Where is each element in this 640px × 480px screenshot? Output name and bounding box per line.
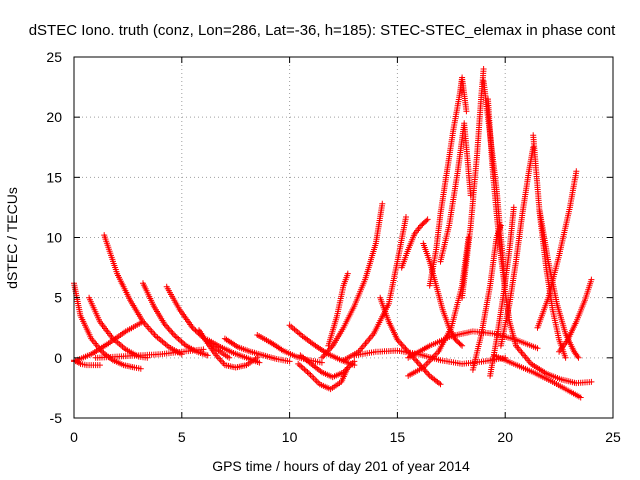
- series-29: [497, 144, 537, 349]
- y-tick-label: -5: [50, 410, 63, 426]
- x-tick-label: 5: [178, 429, 186, 445]
- series-markers: [286, 322, 358, 369]
- y-axis-label: dSTEC / TECUs: [4, 187, 20, 289]
- series-markers: [297, 352, 358, 381]
- series-markers: [459, 66, 487, 301]
- series-21: [426, 74, 470, 289]
- axis-ticks: [73, 56, 614, 419]
- x-tick-label: 25: [605, 429, 621, 445]
- series-markers: [221, 335, 293, 365]
- series-markers: [556, 276, 595, 355]
- series-35: [491, 352, 584, 401]
- series-15: [297, 352, 358, 381]
- series-19: [398, 216, 431, 271]
- series-markers: [513, 342, 595, 387]
- series-3: [101, 232, 185, 358]
- series-24: [459, 66, 487, 301]
- series-markers: [405, 328, 541, 361]
- series-36: [405, 328, 541, 361]
- x-tick-label: 15: [390, 429, 406, 445]
- series-7: [92, 346, 207, 361]
- series-10: [221, 335, 293, 365]
- series-20: [420, 240, 466, 349]
- y-tick-label: 25: [46, 49, 62, 65]
- y-tick-label: 20: [46, 109, 62, 125]
- series-13: [295, 360, 351, 393]
- series-markers: [534, 168, 580, 331]
- series-33: [556, 276, 595, 355]
- x-tick-label: 20: [497, 429, 513, 445]
- series-37: [351, 347, 509, 367]
- series-5: [140, 280, 211, 359]
- series-markers: [469, 222, 504, 373]
- series-markers: [92, 346, 207, 361]
- series-markers: [420, 240, 466, 349]
- y-tick-label: 5: [54, 290, 62, 306]
- series-markers: [325, 270, 351, 349]
- x-axis-label: GPS time / hours of day 201 of year 2014: [212, 458, 470, 474]
- x-tick-label: 10: [282, 429, 298, 445]
- y-tick-label: 0: [54, 350, 62, 366]
- y-tick-label: 15: [46, 169, 62, 185]
- data-points: [71, 66, 595, 401]
- series-34: [513, 342, 595, 387]
- series-markers: [101, 232, 185, 358]
- series-markers: [140, 280, 211, 359]
- series-markers: [196, 327, 261, 371]
- series-27: [469, 222, 504, 373]
- y-tick-label: 10: [46, 230, 62, 246]
- series-markers: [491, 352, 584, 401]
- series-markers: [437, 120, 474, 265]
- series-16: [318, 200, 386, 361]
- series-8: [196, 327, 261, 371]
- series-markers: [497, 144, 537, 349]
- series-9: [204, 336, 263, 366]
- series-markers: [351, 347, 509, 367]
- series-12: [286, 322, 358, 369]
- series-14: [325, 270, 351, 349]
- series-32: [534, 168, 580, 331]
- series-markers: [204, 336, 263, 366]
- series-markers: [318, 200, 386, 361]
- tick-labels: 0 5 10 15 20 25 -5 0 5 10 15 20 25: [46, 49, 621, 445]
- series-markers: [295, 360, 351, 393]
- x-tick-label: 0: [70, 429, 78, 445]
- chart-title: dSTEC Iono. truth (conz, Lon=286, Lat=-3…: [29, 22, 616, 39]
- series-markers: [426, 74, 470, 289]
- series-markers: [398, 216, 431, 271]
- series-23: [437, 120, 474, 265]
